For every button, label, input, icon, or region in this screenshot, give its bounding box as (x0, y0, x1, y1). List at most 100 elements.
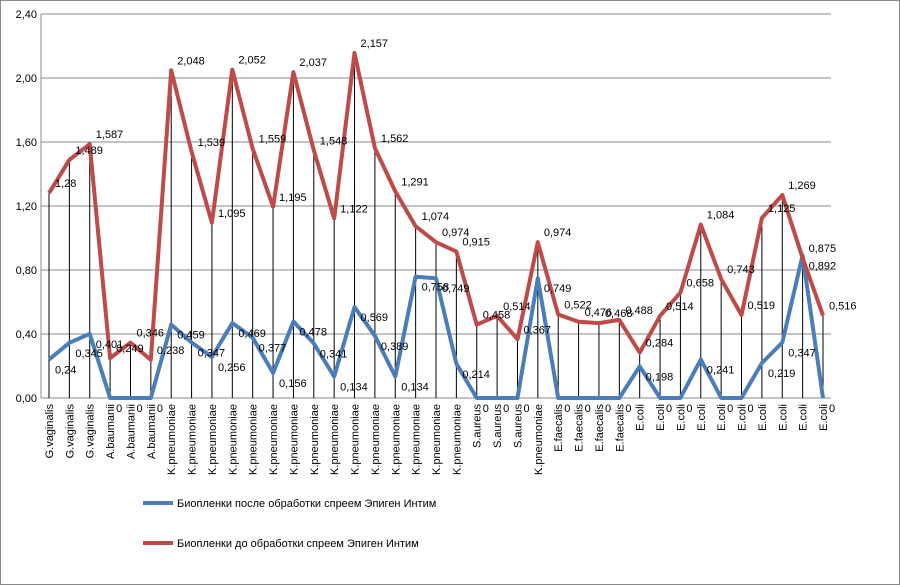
x-tick-label: E.coli (716, 404, 728, 431)
data-label: 0,514 (666, 301, 694, 313)
data-label: 0 (829, 403, 835, 415)
data-label: 0,749 (544, 283, 572, 295)
x-tick-label: K.pneumoniae (329, 404, 341, 475)
x-tick-label: E.coli (737, 404, 749, 431)
data-label: 0 (748, 403, 754, 415)
x-tick-label: E.coli (635, 404, 647, 431)
y-tick-label: 0,80 (16, 265, 37, 277)
x-tick-label: E.coli (675, 404, 687, 431)
data-label: 1,559 (259, 134, 287, 146)
data-label: 0,516 (829, 300, 857, 312)
x-tick-label: K.pneumoniae (288, 404, 300, 475)
data-label: 0,468 (605, 308, 633, 320)
data-label: 0 (483, 403, 489, 415)
data-label: 0 (605, 403, 611, 415)
data-label: 0 (585, 403, 591, 415)
data-label: 0,219 (768, 368, 796, 380)
data-label: 0,758 (422, 282, 450, 294)
data-label: 0,198 (646, 371, 674, 383)
y-tick-label: 0,00 (16, 393, 37, 405)
data-label: 0,749 (442, 283, 470, 295)
x-tick-label: K.pneumoniae (207, 404, 219, 475)
x-tick-label: K.pneumoniae (451, 404, 463, 475)
data-label: 1,195 (279, 192, 307, 204)
data-label: 0,478 (299, 327, 327, 339)
data-label: 0,241 (707, 364, 735, 376)
data-label: 0,249 (116, 343, 144, 355)
data-label: 1,539 (198, 137, 226, 149)
data-label: 0,974 (442, 227, 470, 239)
y-tick-label: 0,40 (16, 329, 37, 341)
data-label: 0,134 (401, 382, 429, 394)
data-label: 0,658 (686, 278, 714, 290)
data-label: 0,156 (279, 378, 307, 390)
data-label: 0,974 (544, 227, 572, 239)
x-tick-label: K.pneumoniae (390, 404, 402, 475)
x-tick-label: K.pneumoniae (533, 404, 545, 475)
data-label: 0,915 (462, 237, 490, 249)
data-label: 0 (157, 403, 163, 415)
data-label: 0,458 (483, 310, 511, 322)
x-tick-label: E.faecalis (594, 404, 606, 452)
data-label: 0 (625, 403, 631, 415)
x-tick-label: K.pneumoniae (248, 404, 260, 475)
data-label: 2,037 (299, 57, 327, 69)
x-tick-label: S.aureus (472, 404, 484, 449)
x-tick-label: S.aureus (492, 404, 504, 449)
data-label: 1,291 (401, 176, 429, 188)
data-label: 0,459 (177, 330, 205, 342)
x-tick-label: E.coli (818, 404, 830, 431)
data-label: 0 (727, 403, 733, 415)
data-label: 0,24 (55, 365, 76, 377)
data-label: 0,347 (198, 347, 226, 359)
y-tick-label: 2,40 (16, 9, 37, 21)
x-tick-label: K.pneumoniae (309, 404, 321, 475)
x-tick-label: G.vaginalis (44, 404, 56, 459)
x-tick-label: E.coli (777, 404, 789, 431)
data-label: 0,134 (340, 382, 368, 394)
data-label: 1,125 (768, 203, 796, 215)
x-tick-label: E.faecalis (574, 404, 586, 452)
x-tick-label: S.aureus (512, 404, 524, 449)
x-tick-label: E.coli (798, 404, 810, 431)
data-label: 0,743 (727, 264, 755, 276)
x-tick-label: K.pneumoniae (411, 404, 423, 475)
x-tick-label: G.vaginalis (64, 404, 76, 459)
data-label: 0,522 (564, 299, 592, 311)
x-tick-label: K.pneumoniae (431, 404, 443, 475)
data-label: 2,048 (177, 55, 205, 67)
x-tick-label: E.coli (655, 404, 667, 431)
data-label: 0,389 (381, 341, 409, 353)
legend-label: Биопленки после обработки спреем Эпиген … (177, 498, 436, 510)
x-tick-label: K.pneumoniae (227, 404, 239, 475)
data-label: 0,892 (809, 260, 837, 272)
series-line (47, 50, 825, 362)
data-label: 0,345 (75, 348, 103, 360)
data-label: 0,514 (503, 301, 531, 313)
data-label: 0,367 (523, 324, 551, 336)
data-label: 1,562 (381, 133, 409, 145)
data-label: 1,269 (788, 180, 816, 192)
x-tick-label: K.pneumoniae (166, 404, 178, 475)
data-label: 0 (503, 403, 509, 415)
data-label: 2,052 (238, 55, 266, 67)
data-label: 0 (116, 403, 122, 415)
legend-label: Биопленки до обработки спреем Эпиген Инт… (177, 538, 419, 550)
data-label: 0,488 (625, 305, 653, 317)
x-tick-label: G.vaginalis (85, 404, 97, 459)
x-tick-label: A.baumanii (105, 404, 117, 459)
data-label: 0,347 (788, 347, 816, 359)
data-label: 1,074 (422, 211, 450, 223)
data-label: 0 (523, 403, 529, 415)
data-label: 0,346 (136, 328, 164, 340)
data-label: 0 (686, 403, 692, 415)
data-label: 0,377 (259, 343, 287, 355)
x-tick-label: A.baumanii (125, 404, 137, 459)
data-label: 0,875 (809, 243, 837, 255)
x-tick-label: E.coli (757, 404, 769, 431)
y-tick-label: 2,00 (16, 73, 37, 85)
x-tick-label: E.faecalis (553, 404, 565, 452)
data-label: 1,489 (75, 145, 103, 157)
x-tick-label: K.pneumoniae (370, 404, 382, 475)
